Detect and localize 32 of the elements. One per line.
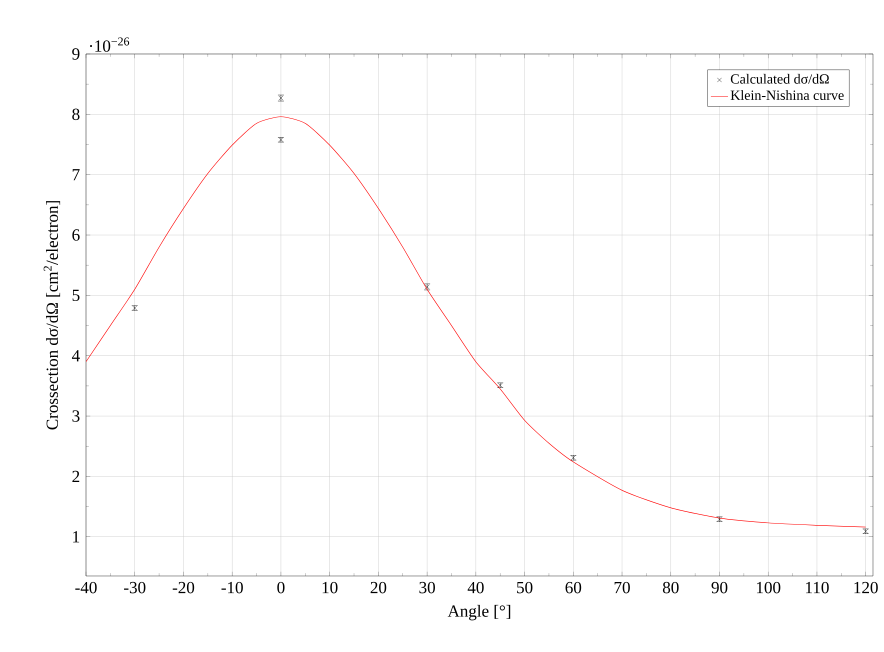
y-tick-label: 8 <box>72 108 80 120</box>
x-tick-label: -20 <box>172 582 194 594</box>
x-tick-label: 10 <box>322 582 338 594</box>
line-series <box>86 116 866 528</box>
y-tick-label: 3 <box>72 410 80 422</box>
x-tick-label: 120 <box>854 582 878 594</box>
x-tick-label: -30 <box>124 582 146 594</box>
x-tick-label: 60 <box>566 582 582 594</box>
x-axis-title: Angle [°] <box>448 604 510 620</box>
x-tick-label: -10 <box>221 582 243 594</box>
x-tick-label: -40 <box>75 582 97 594</box>
legend-label: Calculated dσ/dΩ <box>730 74 829 84</box>
y-tick-label: 5 <box>72 290 80 302</box>
x-tick-label: 20 <box>370 582 386 594</box>
x-tick-label: 70 <box>614 582 630 594</box>
x-tick-label: 30 <box>419 582 435 594</box>
text: ·10$^{−26}$ <box>90 37 130 52</box>
y-tick-label: 4 <box>72 350 80 362</box>
x-tick-label: 110 <box>806 582 829 594</box>
y-tick-label: 6 <box>72 229 80 241</box>
x-tick-label: 90 <box>712 582 728 594</box>
y-tick-label: 1 <box>73 531 80 542</box>
y-axis-title: Crossection dσ/dΩ [cm$^{2}$/electron] <box>44 201 60 430</box>
x-tick-label: 50 <box>517 582 532 594</box>
x-tick-label: 40 <box>468 582 484 594</box>
x-tick-label: 80 <box>662 582 679 594</box>
x-tick-label: 0 <box>277 582 285 594</box>
y-tick-label: 9 <box>72 48 80 60</box>
x-tick-label: 100 <box>756 582 780 594</box>
y-tick-label: 2 <box>72 470 80 482</box>
y-tick-label: 7 <box>72 169 80 180</box>
legend-label: Klein-Nishina curve <box>730 90 844 100</box>
